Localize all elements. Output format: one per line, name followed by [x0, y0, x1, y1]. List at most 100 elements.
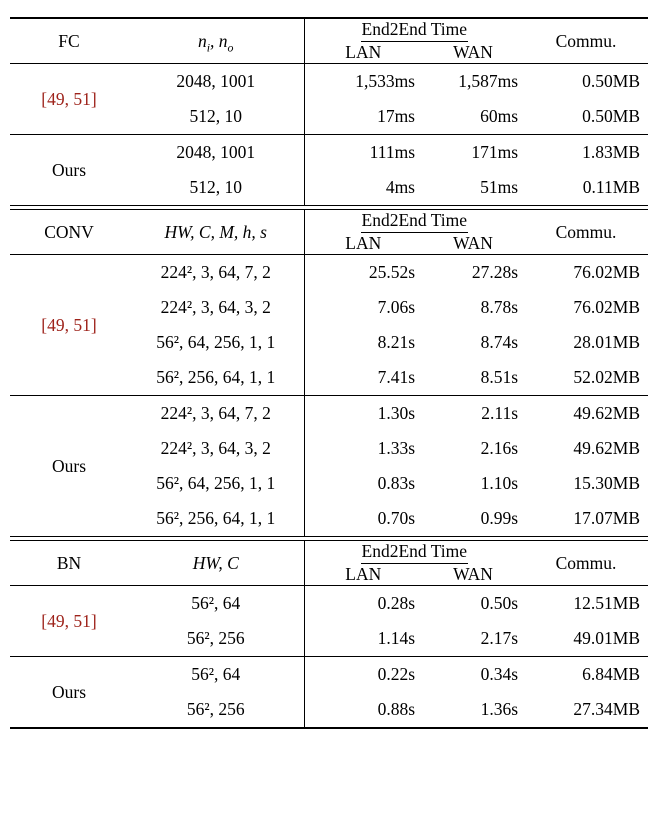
lan-value: 4ms — [303, 170, 422, 205]
lan-value: 0.22s — [303, 656, 422, 692]
conv-baseline-group: [49, 51] 224², 3, 64, 7, 2 25.52s 27.28s… — [10, 254, 648, 396]
param-cell: 56², 64, 256, 1, 1 — [156, 332, 276, 352]
subheader-row: LAN WAN — [10, 42, 648, 64]
commu-value: 76.02MB — [573, 297, 641, 317]
commu-value: 0.50MB — [582, 106, 641, 126]
ours-label: Ours — [10, 134, 128, 205]
param-cell: 224², 3, 64, 7, 2 — [160, 262, 271, 282]
table-row: [49, 51] 56², 64 0.28s 0.50s 12.51MB — [10, 585, 648, 631]
end2end-underline: End2End Time — [360, 541, 469, 564]
commu-header: Commu. — [524, 541, 649, 586]
param-cell: 56², 256 — [186, 628, 245, 648]
table-row: 56², 256 0.88s 1.36s 27.34MB — [10, 692, 648, 727]
baseline-citation[interactable]: [49, 51] — [41, 88, 97, 109]
table-row: 56², 256, 64, 1, 1 7.41s 8.51s 52.02MB — [10, 360, 648, 396]
param-cell: 56², 64 — [191, 593, 241, 613]
param-cell: 56², 256, 64, 1, 1 — [156, 508, 276, 528]
table-row: 512, 10 4ms 51ms 0.11MB — [10, 170, 648, 205]
section-title-conv: CONV — [10, 210, 128, 255]
ours-label: Ours — [10, 656, 128, 727]
bn-baseline-group: [49, 51] 56², 64 0.28s 0.50s 12.51MB 56²… — [10, 585, 648, 657]
fc-baseline-group: [49, 51] 2048, 1001 1,533ms 1,587ms 0.50… — [10, 63, 648, 135]
wan-value: 1.36s — [480, 699, 519, 719]
commu-header: Commu. — [524, 210, 649, 255]
end2end-time-header: End2End Time — [303, 210, 525, 233]
baseline-citation[interactable]: [49, 51] — [41, 610, 97, 631]
wan-value: 2.16s — [480, 438, 519, 458]
section-title-fc: FC — [10, 19, 128, 64]
lan-value: 1.30s — [303, 395, 422, 431]
lan-value: 0.88s — [303, 692, 422, 727]
lan-value: 7.06s — [303, 290, 422, 325]
lan-value: 17ms — [303, 99, 422, 135]
lan-header: LAN — [303, 42, 422, 64]
table-row: [49, 51] 2048, 1001 1,533ms 1,587ms 0.50… — [10, 63, 648, 109]
lan-value: 25.52s — [303, 254, 422, 290]
lan-value: 1,533ms — [303, 63, 422, 99]
lan-value: 0.28s — [303, 585, 422, 621]
table-row: 512, 10 17ms 60ms 0.50MB — [10, 99, 648, 135]
subheader-row: LAN WAN — [10, 233, 648, 255]
baseline-citation[interactable]: [49, 51] — [41, 314, 97, 335]
conv-header: CONV HW, C, M, h, s End2End Time Commu. … — [10, 210, 649, 255]
wan-value: 8.74s — [480, 332, 519, 352]
param-cell: 56², 256, 64, 1, 1 — [156, 367, 276, 387]
param-cell: 56², 256 — [186, 699, 245, 719]
lan-header: LAN — [303, 233, 422, 255]
fc-param-header: ni, no — [128, 19, 304, 64]
commu-value: 6.84MB — [524, 656, 649, 692]
bn-param-header: HW, C — [128, 541, 304, 586]
param-cell: 56², 64 — [128, 656, 304, 692]
wan-value: 51ms — [480, 177, 519, 197]
fc-header: FC ni, no End2End Time Commu. LAN WAN — [10, 19, 649, 64]
commu-value: 1.83MB — [524, 134, 649, 170]
param-cell: 56², 64, 256, 1, 1 — [156, 473, 276, 493]
section-divider — [10, 536, 648, 541]
wan-header: WAN — [422, 233, 525, 255]
wan-value: 8.78s — [480, 297, 519, 317]
section-divider — [10, 205, 648, 210]
wan-value: 1,587ms — [458, 71, 519, 91]
bn-table: BN HW, C End2End Time Commu. LAN WAN [49… — [10, 541, 649, 727]
commu-value: 17.07MB — [573, 508, 641, 528]
lan-value: 7.41s — [303, 360, 422, 396]
table-row: Ours 56², 64 0.22s 0.34s 6.84MB — [10, 656, 649, 727]
wan-value: 2.17s — [480, 628, 519, 648]
lan-header: LAN — [303, 564, 422, 586]
param-cell: 512, 10 — [189, 177, 243, 197]
bn-header: BN HW, C End2End Time Commu. LAN WAN — [10, 541, 649, 586]
param-cell: 224², 3, 64, 3, 2 — [160, 297, 271, 317]
header-row: CONV HW, C, M, h, s End2End Time Commu. — [10, 210, 649, 255]
conv-param-header: HW, C, M, h, s — [128, 210, 304, 255]
lan-value: 0.70s — [303, 501, 422, 536]
table-row: 56², 256 1.14s 2.17s 49.01MB — [10, 621, 648, 657]
commu-value: 27.34MB — [573, 699, 641, 719]
fc-ours-group: Ours 2048, 1001 111ms 171ms 1.83MB 512, … — [10, 134, 649, 205]
commu-value: 15.30MB — [573, 473, 641, 493]
table-row: Ours 2048, 1001 111ms 171ms 1.83MB — [10, 134, 649, 205]
param-cell: 2048, 1001 — [176, 71, 256, 91]
section-title-bn: BN — [10, 541, 128, 586]
wan-value: 60ms — [480, 106, 519, 126]
table-top-rule — [10, 17, 648, 19]
lan-value: 111ms — [303, 134, 422, 170]
table-row: 224², 3, 64, 3, 2 1.33s 2.16s 49.62MB — [10, 431, 648, 466]
header-row: BN HW, C End2End Time Commu. — [10, 541, 649, 586]
ours-label: Ours — [10, 395, 128, 536]
lan-value: 8.21s — [303, 325, 422, 360]
lan-value: 1.33s — [303, 431, 422, 466]
lan-value: 0.83s — [303, 466, 422, 501]
table-row: 56², 64, 256, 1, 1 0.83s 1.10s 15.30MB — [10, 466, 648, 501]
table-bottom-rule — [10, 727, 648, 729]
end2end-underline: End2End Time — [360, 210, 469, 233]
lan-value: 1.14s — [303, 621, 422, 657]
commu-value: 49.62MB — [573, 438, 641, 458]
wan-value: 0.99s — [480, 508, 519, 528]
end2end-underline: End2End Time — [360, 19, 469, 42]
commu-value: 12.51MB — [573, 593, 641, 613]
wan-value: 171ms — [422, 134, 525, 170]
wan-value: 0.50s — [480, 593, 519, 613]
wan-value: 1.10s — [480, 473, 519, 493]
param-cell: 224², 3, 64, 7, 2 — [128, 395, 304, 431]
